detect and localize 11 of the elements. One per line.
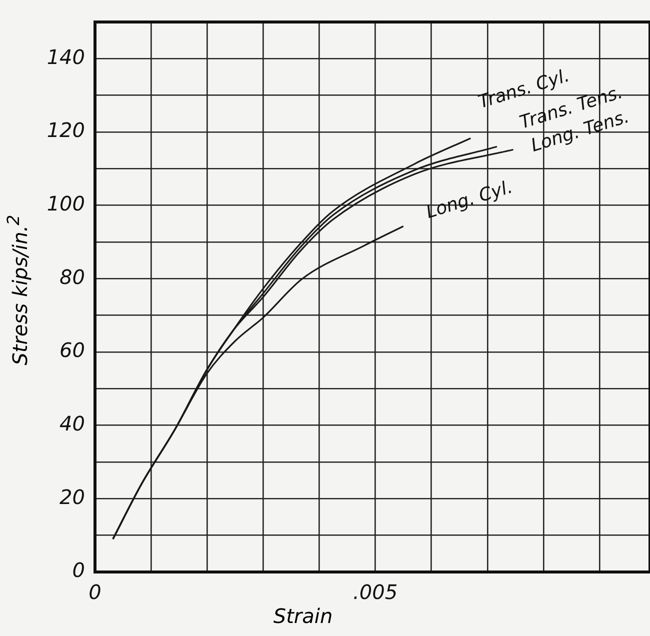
text: Long. Cyl. xyxy=(424,176,516,224)
y-tick-label: 80 xyxy=(60,264,85,289)
x-axis-title: Strain xyxy=(273,604,333,628)
y-tick-label: 140 xyxy=(46,44,85,69)
y-tick-label: 100 xyxy=(46,192,85,216)
y-tick-label: 60 xyxy=(60,338,85,362)
x-tick-label: .005 xyxy=(353,580,398,604)
y-tick-label: 0 xyxy=(72,558,85,582)
y-tick-label: 20 xyxy=(60,484,85,509)
y-tick-label: 120 xyxy=(46,118,85,142)
y-tick-label: 40 xyxy=(60,412,85,436)
